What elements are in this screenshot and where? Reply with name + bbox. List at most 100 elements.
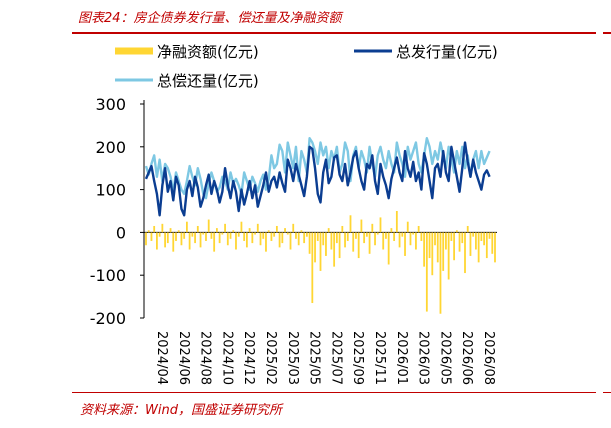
- net-bar: [213, 232, 216, 252]
- net-bar: [185, 221, 188, 233]
- net-bar: [363, 232, 366, 244]
- net-bar: [259, 232, 262, 246]
- net-bar: [308, 232, 311, 254]
- net-bar: [436, 232, 439, 263]
- net-bar: [218, 232, 221, 244]
- net-bar: [390, 228, 393, 233]
- net-bar: [431, 232, 434, 276]
- net-bar: [379, 217, 382, 233]
- net-bar: [344, 232, 346, 248]
- net-bar: [175, 232, 177, 241]
- y-tick-label: 100: [95, 181, 126, 200]
- net-bar: [423, 232, 426, 267]
- net-bar: [335, 232, 338, 244]
- net-bar: [243, 232, 246, 241]
- series-lines: [144, 137, 491, 217]
- net-bar: [406, 221, 409, 233]
- net-bar: [376, 232, 379, 235]
- legend-repayment: 总偿还量(亿元): [115, 72, 259, 90]
- x-tick-label: 2025/05: [307, 331, 322, 385]
- legend: 净融资额(亿元) 总发行量(亿元) 总偿还量(亿元): [115, 43, 498, 90]
- net-bar: [393, 232, 396, 241]
- net-bar: [191, 232, 194, 237]
- x-tick-label: 2026/08: [481, 331, 496, 385]
- net-bar: [316, 232, 319, 241]
- net-bar: [458, 232, 461, 252]
- net-bar: [147, 230, 150, 233]
- net-bar: [360, 219, 363, 233]
- net-bar: [450, 232, 453, 241]
- net-bar: [180, 232, 183, 246]
- x-tick-label: 2025/07: [328, 331, 343, 385]
- net-bar: [480, 232, 483, 241]
- x-tick-labels: 2024/04 2024/06 2024/08 2024/10 2024/12 2025/…: [154, 331, 496, 385]
- net-bar: [284, 228, 286, 233]
- x-tick-label: 2026/06: [459, 331, 474, 385]
- net-bar: [262, 232, 265, 239]
- net-bar: [232, 230, 235, 233]
- net-bar: [472, 232, 475, 237]
- net-bar: [442, 232, 445, 271]
- legend-issuance: 总发行量(亿元): [354, 43, 498, 61]
- net-bar: [237, 232, 240, 237]
- net-bar: [169, 228, 172, 233]
- net-bar: [477, 232, 480, 263]
- net-bar: [483, 232, 485, 246]
- net-bar: [371, 223, 374, 233]
- net-bar: [161, 223, 164, 233]
- net-bar: [385, 232, 387, 239]
- net-bar: [404, 232, 406, 256]
- net-bar: [455, 230, 458, 233]
- net-bar: [265, 232, 267, 252]
- net-bar: [475, 232, 477, 250]
- net-bar: [447, 232, 450, 280]
- net-bar: [153, 225, 156, 233]
- net-bar: [491, 232, 494, 254]
- net-bar: [488, 232, 491, 239]
- x-tick-label: 2025/02: [263, 331, 278, 385]
- net-bar: [357, 232, 360, 259]
- net-bar: [300, 230, 303, 233]
- net-bar: [270, 232, 273, 241]
- net-bar: [297, 232, 300, 246]
- edge-mark-top: [603, 32, 611, 34]
- net-bar: [183, 232, 186, 239]
- net-bar: [172, 232, 175, 252]
- net-bar: [199, 232, 202, 248]
- x-tick-label: 2026/01: [394, 331, 409, 385]
- net-bar: [409, 232, 412, 246]
- net-bar: [425, 232, 428, 312]
- figure-title: 图表24：房企债券发行量、偿还量及净融资额: [78, 11, 342, 26]
- net-bar: [338, 232, 341, 259]
- net-bar: [267, 230, 270, 233]
- legend-issuance-swatch: [354, 49, 392, 53]
- net-bar: [428, 232, 431, 259]
- net-bar: [395, 211, 398, 233]
- net-bar: [349, 215, 352, 233]
- net-bar: [166, 232, 169, 244]
- net-bar: [278, 232, 281, 248]
- net-bar: [401, 232, 404, 237]
- net-bar: [289, 232, 292, 250]
- net-bar: [469, 232, 472, 256]
- y-tick-label: 300: [95, 95, 126, 114]
- x-tick-label: 2024/06: [176, 331, 191, 385]
- net-bar: [205, 232, 207, 241]
- net-bars: [145, 211, 496, 314]
- y-tick-labels: 300 200 100 0 -100 -200: [90, 95, 126, 328]
- legend-repayment-label: 总偿还量(亿元): [157, 72, 259, 90]
- net-bar: [327, 228, 330, 233]
- net-bar: [314, 232, 316, 263]
- legend-net-swatch: [115, 47, 153, 55]
- net-bar: [311, 232, 314, 304]
- net-bar: [286, 232, 289, 235]
- y-tick-label: 0: [116, 223, 126, 242]
- figure-source: 资料来源：Wind，国盛证券研究所: [80, 403, 282, 418]
- x-tick-label: 2025/03: [285, 331, 300, 385]
- net-bar: [295, 232, 297, 239]
- net-bar: [210, 232, 213, 239]
- net-bar: [177, 230, 180, 233]
- net-bar: [281, 232, 284, 244]
- net-bar: [333, 232, 336, 267]
- net-bar: [156, 232, 158, 250]
